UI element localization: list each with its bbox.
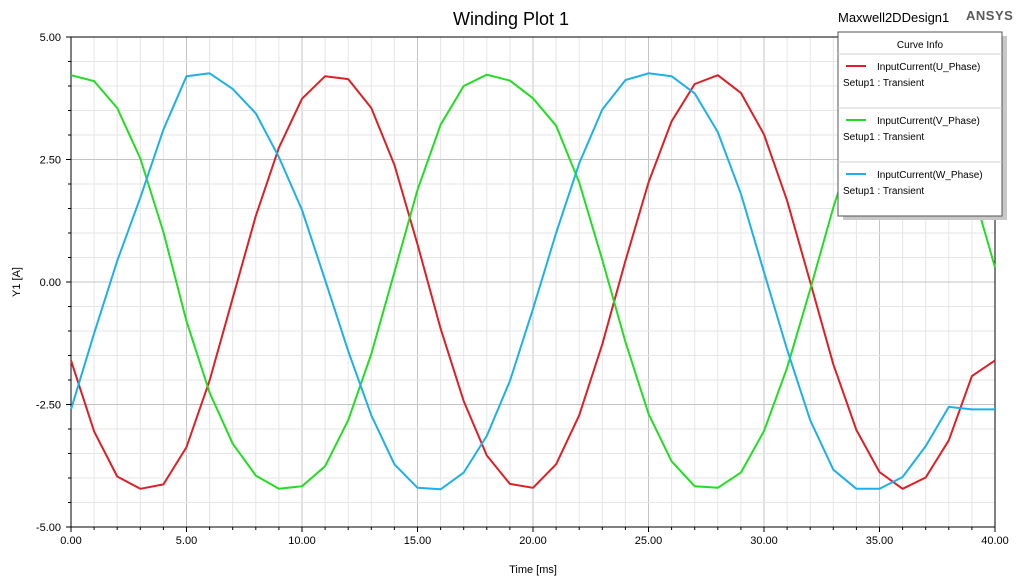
y-tick-label: -2.50 [36,400,61,412]
ansys-brand: ANSYS [966,8,1013,23]
x-tick-label: 15.00 [404,535,432,547]
x-tick-label: 0.00 [60,535,81,547]
y-axis-label: Y1 [A] [11,267,23,297]
x-tick-label: 20.00 [519,535,547,547]
x-axis-label: Time [ms] [509,564,557,576]
legend-box [837,31,1003,217]
y-tick-label: 0.00 [40,277,61,289]
y-tick-label: 5.00 [40,32,61,44]
x-tick-label: 40.00 [981,535,1009,547]
y-tick-label: 2.50 [40,155,61,167]
design-name: Maxwell2DDesign1 [838,10,949,25]
x-tick-label: 30.00 [750,535,778,547]
x-tick-label: 35.00 [866,535,894,547]
x-tick-label: 10.00 [288,535,316,547]
series-line-1 [70,74,996,490]
x-tick-label: 5.00 [176,535,197,547]
legend-title: Curve Info [897,40,944,51]
chart-title: Winding Plot 1 [453,9,569,29]
curve-info-legend[interactable]: Curve Info InputCurrent(U_Phase) Setup1 :… [837,31,1007,220]
x-tick-label: 25.00 [635,535,663,547]
legend-series-name: InputCurrent(V_Phase) [877,116,980,127]
axis-ticks: 0.00 5.00 10.00 15.00 20.00 25.00 30.00 35.00 40… [36,32,1009,547]
legend-series-setup: Setup1 : Transient [843,132,924,143]
legend-series-name: InputCurrent(W_Phase) [877,170,983,181]
legend-series-name: InputCurrent(U_Phase) [877,62,980,73]
series-line-3 [70,72,995,491]
legend-series-setup: Setup1 : Transient [843,186,924,197]
y-tick-label: -5.00 [36,522,61,534]
legend-series-setup: Setup1 : Transient [843,78,924,89]
